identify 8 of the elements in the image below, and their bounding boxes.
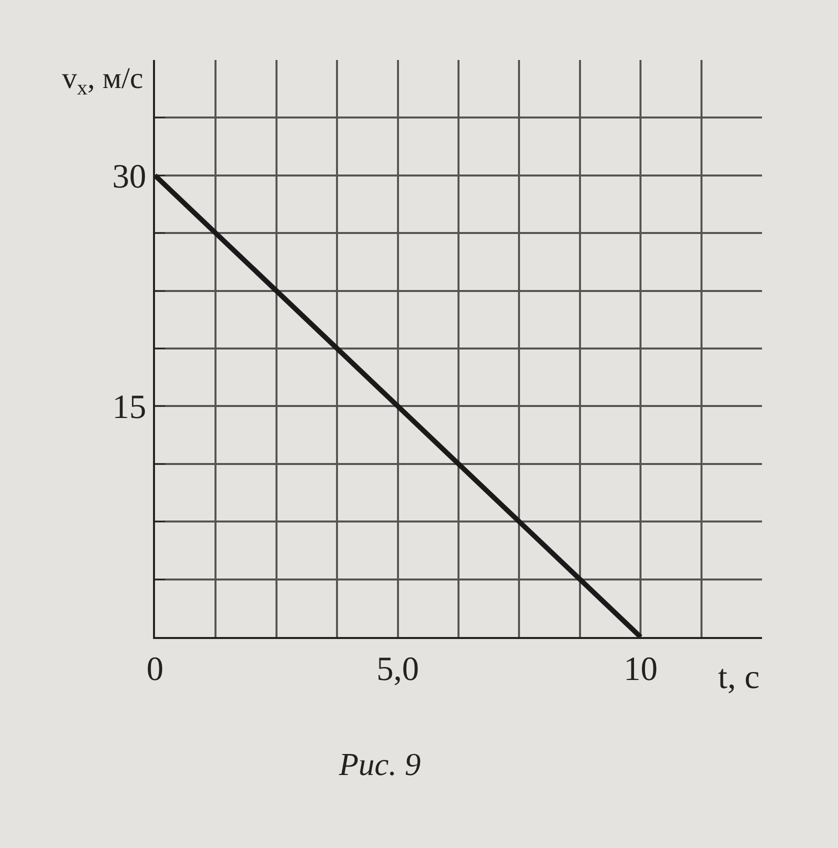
y-tick-label: 15 [112,389,146,426]
y-tick-label: 30 [112,158,146,196]
x-axis-title: t, с [718,659,760,696]
x-tick-label: 10 [624,650,658,688]
y-axis-title: v$_{x}$, м/с [62,62,144,100]
x-tick-label: 5,0 [376,650,420,688]
x-tick-label: 0 [146,650,164,688]
text: Рис. 9 [338,746,421,782]
